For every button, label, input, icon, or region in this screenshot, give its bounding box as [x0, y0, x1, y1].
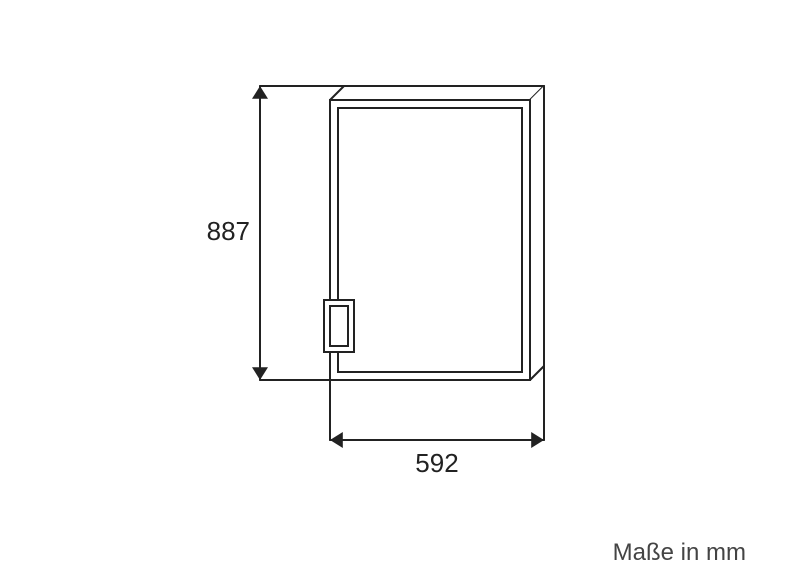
units-caption: Maße in mm: [613, 539, 746, 567]
dimension-height-label: 887: [190, 216, 250, 247]
dimension-drawing: [0, 0, 786, 587]
diagram-canvas: 887 592 Maße in mm: [0, 0, 786, 587]
dimension-width-label: 592: [397, 448, 477, 479]
